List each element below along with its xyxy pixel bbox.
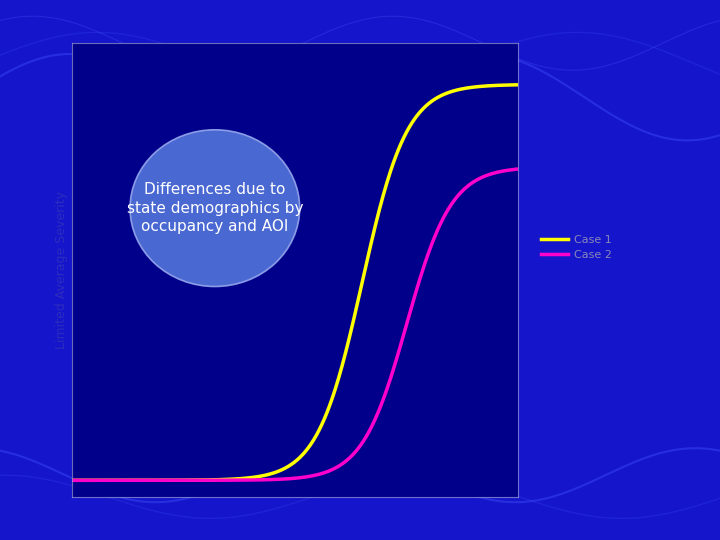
Text: Differences due to
state demographics by
occupancy and AOI: Differences due to state demographics by… (127, 182, 303, 234)
Ellipse shape (130, 130, 300, 287)
Y-axis label: Limited Average Severity: Limited Average Severity (55, 191, 68, 349)
Legend: Case 1, Case 2: Case 1, Case 2 (537, 231, 615, 264)
